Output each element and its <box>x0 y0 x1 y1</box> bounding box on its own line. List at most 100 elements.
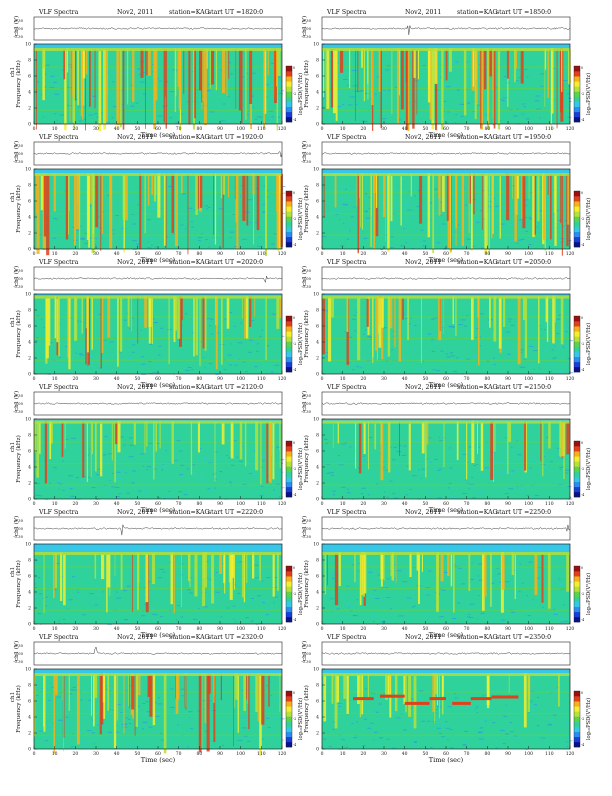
y-tick-label: 8 <box>316 308 319 314</box>
noise-speck <box>508 321 512 322</box>
noise-speck <box>410 743 416 745</box>
noise-speck <box>472 111 476 113</box>
noise-speck <box>161 469 164 471</box>
y-tick-label: 6 <box>316 199 319 205</box>
noise-speck <box>266 685 269 687</box>
x-tick-label: 70 <box>464 251 470 257</box>
noise-speck <box>455 114 458 116</box>
noise-speck <box>240 487 243 489</box>
sferic-column <box>425 420 427 478</box>
noise-speck <box>165 207 169 209</box>
noise-speck <box>176 440 181 442</box>
waveform-tick-label: 0.30 <box>15 643 24 648</box>
noise-speck <box>474 311 478 313</box>
x-axis-label: Time (sec) <box>141 256 176 264</box>
noise-speck <box>459 358 464 359</box>
sferic-column <box>44 673 46 713</box>
x-tick-label: 10 <box>340 376 346 382</box>
noise-speck <box>245 71 251 72</box>
noise-speck <box>489 121 491 123</box>
colorbar-tick-label: -2 <box>293 717 296 721</box>
noise-speck <box>256 350 259 352</box>
noise-speck <box>508 723 511 725</box>
noise-speck <box>94 604 98 606</box>
sferic-column <box>174 174 178 247</box>
noise-speck <box>127 718 131 720</box>
sferic-column <box>561 49 563 92</box>
noise-speck <box>254 366 258 368</box>
noise-speck <box>169 561 172 563</box>
sferic-column <box>550 174 552 240</box>
noise-speck <box>373 621 376 622</box>
noise-speck <box>227 203 231 205</box>
noise-speck <box>176 724 179 726</box>
x-tick-label: 20 <box>360 251 366 257</box>
noise-speck <box>125 717 128 719</box>
noise-speck <box>454 563 458 565</box>
noise-speck <box>168 186 172 188</box>
noise-speck <box>118 493 122 495</box>
sferic-column <box>213 674 215 703</box>
noise-speck <box>369 475 373 477</box>
sferic-column <box>195 175 198 215</box>
noise-speck <box>85 694 88 695</box>
noise-speck <box>137 204 139 206</box>
noise-speck <box>554 688 559 690</box>
sferic-column <box>214 173 217 245</box>
noise-speck <box>250 190 252 191</box>
noise-speck <box>102 357 107 359</box>
y-tick-label: 8 <box>316 433 319 439</box>
x-tick-label: 120 <box>566 251 575 257</box>
noise-speck <box>56 608 59 610</box>
noise-speck <box>230 747 235 749</box>
sferic-column <box>388 422 391 473</box>
noise-speck <box>68 475 73 477</box>
noise-speck <box>241 76 245 78</box>
noise-speck <box>57 623 61 624</box>
frequency-band <box>322 441 570 443</box>
y-tick-label: 6 <box>28 74 31 80</box>
noise-speck <box>512 185 515 187</box>
noise-speck <box>445 721 448 723</box>
sferic-column <box>448 48 452 72</box>
noise-speck <box>396 570 402 572</box>
frequency-band <box>34 734 282 736</box>
sferic-column <box>463 49 467 116</box>
noise-speck <box>89 237 94 239</box>
noise-speck <box>519 102 524 104</box>
colorbar-tick-label: -4 <box>581 243 584 247</box>
x-tick-label: 80 <box>196 501 202 507</box>
noise-speck <box>556 333 560 335</box>
noise-speck <box>486 335 488 337</box>
colorbar-swatch <box>574 726 580 733</box>
sferic-column <box>559 420 562 448</box>
noise-speck <box>118 351 122 353</box>
noise-speck <box>409 199 415 201</box>
noise-speck <box>152 732 158 734</box>
noise-speck <box>349 237 353 239</box>
sferic-column <box>412 48 415 129</box>
noise-speck <box>402 358 405 360</box>
sferic-column <box>154 49 158 101</box>
noise-speck <box>335 106 341 108</box>
cutoff-fringe <box>322 295 570 299</box>
sferic-column <box>242 297 243 319</box>
noise-speck <box>351 722 354 724</box>
x-tick-label: 90 <box>505 126 511 132</box>
x-tick-label: 60 <box>155 126 161 132</box>
sferic-column <box>105 50 108 123</box>
y-tick-label: 2 <box>316 106 319 112</box>
noise-speck <box>382 469 385 471</box>
sferic-column <box>474 51 477 120</box>
noise-speck <box>431 350 436 352</box>
noise-speck <box>426 104 432 106</box>
sferic-column <box>151 298 153 344</box>
noise-speck <box>169 461 172 462</box>
noise-speck <box>383 116 388 118</box>
x-tick-label: 60 <box>443 626 449 632</box>
noise-speck <box>452 618 457 619</box>
colorbar-swatch <box>574 491 580 498</box>
noise-speck <box>247 199 253 201</box>
waveform-ylabel: ch1 (V) <box>13 391 20 411</box>
transmitter-line <box>452 701 471 705</box>
